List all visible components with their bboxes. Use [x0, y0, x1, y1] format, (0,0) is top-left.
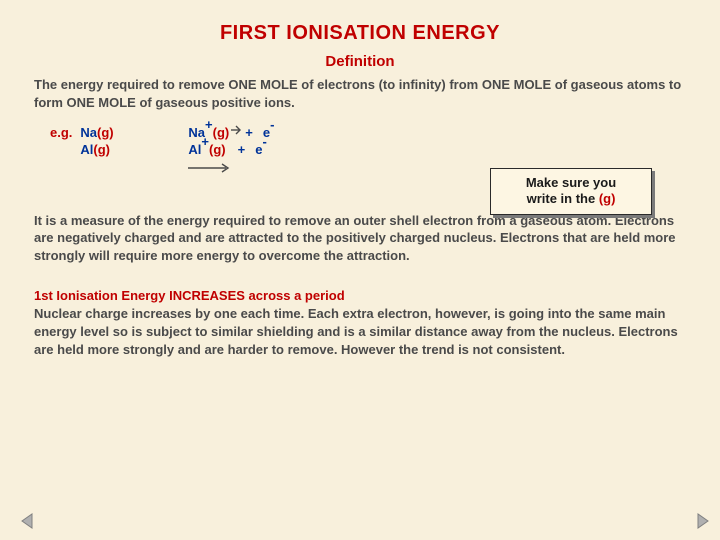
- product-state: (g): [213, 125, 230, 142]
- plus-sign: +: [238, 142, 246, 159]
- callout-line-2a: write in the: [527, 191, 599, 206]
- page-title: FIRST IONISATION ENERGY: [34, 22, 686, 45]
- callout-line-1: Make sure you: [505, 175, 637, 191]
- reactant-symbol: Al: [80, 142, 93, 157]
- eg-label: e.g.: [50, 125, 72, 140]
- paragraph-2: Nuclear charge increases by one each tim…: [34, 305, 686, 358]
- period-heading: 1st Ionisation Energy INCREASES across a…: [34, 288, 686, 303]
- product-charge: +: [201, 142, 209, 159]
- paragraph-1: It is a measure of the energy required t…: [34, 212, 686, 265]
- equation-row-1: Na(g) Na+(g) + e-: [80, 125, 274, 142]
- arrow-icon: [231, 125, 243, 142]
- reactant-symbol: Na: [80, 125, 97, 140]
- reactant-state: (g): [97, 125, 114, 140]
- electron-charge: -: [262, 142, 266, 159]
- slide: FIRST IONISATION ENERGY Definition The e…: [0, 0, 720, 540]
- next-button[interactable]: [696, 512, 710, 530]
- prev-button[interactable]: [20, 512, 34, 530]
- electron-charge: -: [270, 125, 274, 142]
- arrow-icon: [188, 163, 232, 173]
- callout-note: Make sure you write in the (g): [490, 168, 652, 215]
- equation-row-2: Al(g) Al+(g) + e-: [80, 142, 274, 159]
- reactant-state: (g): [93, 142, 110, 157]
- equations: Na(g) Na+(g) + e- Al(g) Al+(g) + e-: [80, 125, 274, 176]
- electron: e: [255, 142, 262, 159]
- callout-line-2: write in the (g): [505, 191, 637, 207]
- callout-highlight: (g): [599, 191, 616, 206]
- definition-text: The energy required to remove ONE MOLE o…: [34, 76, 686, 111]
- product-state: (g): [209, 142, 226, 159]
- product-symbol: Al: [188, 142, 201, 159]
- subtitle: Definition: [34, 53, 686, 70]
- plus-sign: +: [245, 125, 253, 142]
